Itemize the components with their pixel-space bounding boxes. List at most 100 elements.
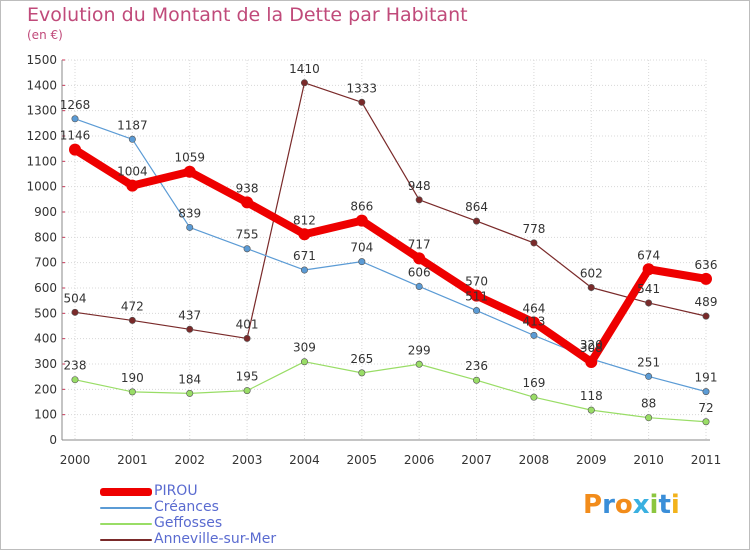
series-line-pirou [71,145,710,366]
data-label: 864 [465,200,488,214]
data-point [128,316,136,324]
data-label: 541 [637,282,660,296]
data-point [71,308,79,316]
data-point [702,388,710,396]
data-point [128,135,136,143]
data-point [642,263,655,276]
data-label: 238 [64,359,87,373]
data-point [298,228,311,241]
legend-item: Créances [100,499,360,516]
series-line-geffosses [74,361,707,423]
data-point [585,355,598,368]
y-tick-label: 700 [34,256,57,270]
data-label: 464 [522,301,545,315]
data-point [71,115,79,123]
chart-unit-label: (en €) [27,28,63,42]
legend-label: Geffosses [154,515,223,531]
data-label: 504 [64,291,87,305]
x-tick-label: 2009 [576,453,607,467]
grid-lines [62,59,707,440]
data-point [700,272,712,285]
data-label: 195 [236,370,259,384]
data-label: 265 [350,352,373,366]
legend-label: Créances [154,499,219,515]
x-tick-label: 2002 [174,453,205,467]
chart-title: Evolution du Montant de la Dette par Hab… [27,4,468,26]
y-tick-label: 1200 [26,129,57,143]
data-point [473,217,481,225]
data-label: 778 [522,222,545,236]
data-label: 190 [121,371,144,385]
chart-legend: PIROU Créances Geffosses Anneville-sur-Mer [100,483,360,548]
data-label: 72 [698,401,713,415]
data-point [186,389,194,397]
y-tick-label: 1300 [26,104,57,118]
y-tick-label: 100 [34,408,57,422]
data-label: 606 [408,265,431,279]
data-label: 191 [695,371,718,385]
legend-swatch [100,507,152,509]
data-label: 812 [293,213,316,227]
data-point [473,307,481,315]
data-point [243,387,251,395]
legend-swatch [100,488,152,496]
y-tick-label: 1500 [26,53,57,67]
legend-item: Anneville-sur-Mer [100,531,360,548]
y-tick-label: 1400 [26,78,57,92]
x-tick-label: 2006 [404,453,435,467]
data-label: 866 [350,200,373,214]
data-point [355,214,368,227]
y-tick-label: 800 [34,230,57,244]
data-point [243,245,251,253]
y-tick-label: 500 [34,306,57,320]
data-point [300,266,308,274]
logo-letter: o [614,490,633,520]
data-point [530,239,538,247]
data-label: 299 [408,343,431,357]
data-point [645,299,653,307]
logo-letter: i [649,490,659,520]
data-label: 602 [580,266,603,280]
data-label: 251 [637,355,660,369]
data-point [243,334,251,342]
data-point [527,316,540,329]
logo-letter: t [658,490,671,520]
proxiti-logo: Proxiti [583,490,680,520]
data-label: 839 [178,206,201,220]
data-label: 1333 [347,81,378,95]
data-label: 118 [580,389,603,403]
series-line-cr-ances [74,118,707,393]
series-lines [69,79,712,426]
x-tick-label: 2010 [633,453,664,467]
data-label: 674 [637,248,660,262]
data-point [358,98,366,106]
y-tick-label: 900 [34,205,57,219]
data-point [415,196,423,204]
data-labels: 1146 1004 1059 938 812 866 717 570 464 308 674 636 1… [60,62,718,415]
data-label: 570 [465,275,488,289]
data-label: 1410 [289,62,320,76]
y-tick-label: 1000 [26,180,57,194]
data-point [241,196,254,209]
data-label: 489 [695,295,718,309]
data-label: 1059 [174,151,205,165]
data-label: 755 [236,228,259,242]
data-point [128,388,136,396]
data-label: 704 [350,241,373,255]
data-label: 511 [465,290,488,304]
data-point [358,369,366,377]
data-label: 671 [293,249,316,263]
data-point [587,283,595,291]
data-point [413,252,426,265]
y-tick-label: 0 [49,433,57,447]
data-point [473,376,481,384]
y-tick-label: 300 [34,357,57,371]
data-point [69,143,81,156]
data-point [415,282,423,290]
data-point [415,360,423,368]
data-point [300,358,308,366]
data-point [645,372,653,380]
x-tick-label: 2004 [289,453,320,467]
data-label: 309 [293,341,316,355]
